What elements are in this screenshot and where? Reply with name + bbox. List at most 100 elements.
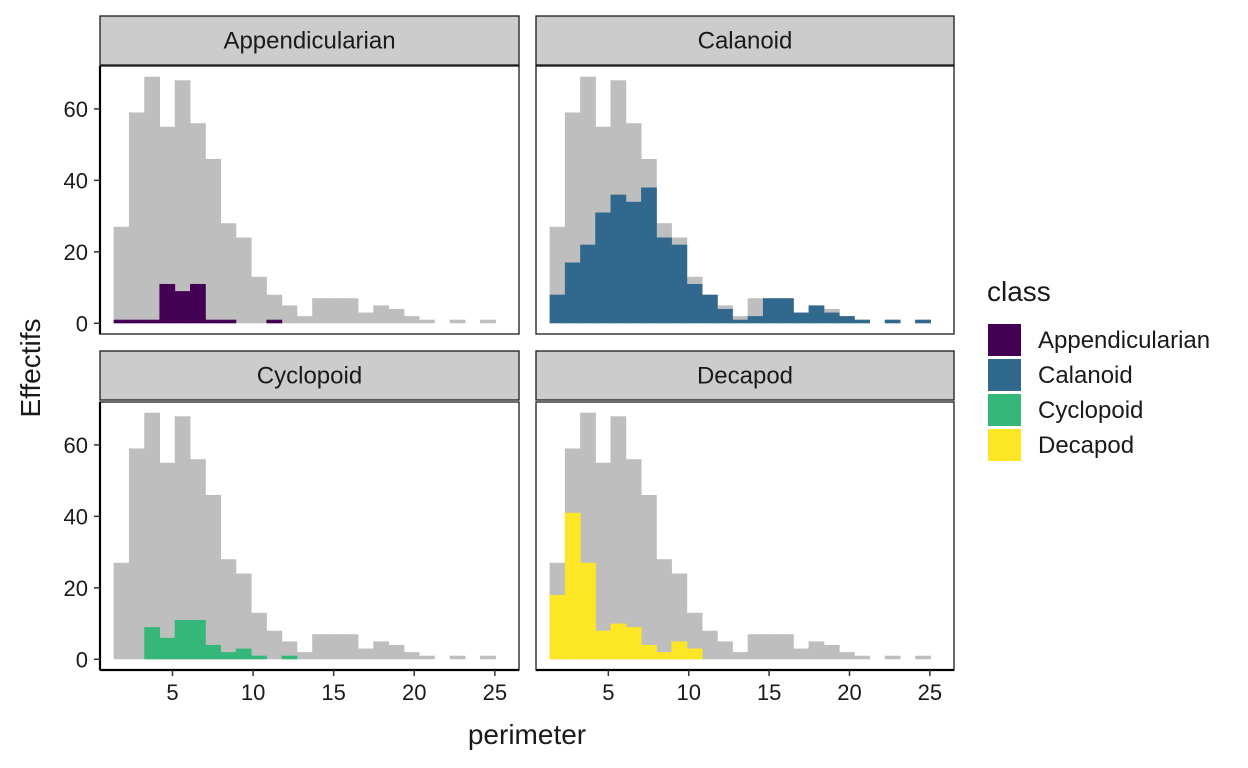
background-bar [281,305,298,324]
background-bar [235,237,252,324]
bars-appendicularian [113,76,496,324]
bar-cyclopoid [251,655,267,660]
background-bar [373,305,390,324]
background-bar [327,298,344,324]
bar-decapod [641,644,657,660]
background-bar [449,319,466,324]
background-bar [480,319,496,324]
bar-calanoid [580,244,596,324]
bar-calanoid [671,244,688,324]
background-bar [296,316,313,324]
background-bar [266,294,283,324]
y-tick-label: 20 [64,240,88,265]
background-bar [327,634,344,660]
bar-calanoid [625,201,642,324]
y-tick-label: 0 [76,311,88,336]
strip-label-appendicularian: Appendicularian [223,28,395,55]
background-bar [854,655,870,660]
bar-calanoid [823,312,840,324]
background-bar [235,573,252,660]
bar-calanoid [686,283,703,324]
bar-decapod [625,627,642,660]
bar-calanoid [793,312,810,324]
background-bar [144,76,161,324]
bar-calanoid [610,194,627,324]
background-bar [610,416,627,660]
background-bar [595,462,611,660]
bars-decapod [549,412,931,660]
x-tick-label: 25 [483,680,507,705]
background-bar [174,80,191,324]
panel-appendicularian: Appendicularian [99,15,520,335]
bar-cyclopoid [220,652,237,660]
bar-cyclopoid [235,648,252,660]
strip-label-decapod: Decapod [697,363,793,390]
background-bar [717,641,733,660]
x-tick-label: 5 [602,680,614,705]
background-bar [808,641,825,660]
legend-label-cyclopoid: Cyclopoid [1038,397,1143,424]
y-tick-label: 40 [64,168,88,193]
background-bar [342,634,359,660]
legend-title: class [987,276,1051,307]
bar-calanoid [641,187,657,324]
background-bar [113,226,130,324]
strip-label-calanoid: Calanoid [698,28,793,55]
x-tick-label: 5 [166,680,178,705]
bar-calanoid [778,298,794,324]
bar-decapod [686,648,703,660]
background-bar [312,298,328,324]
panel-calanoid: Calanoid [535,15,955,335]
background-bar [419,655,435,660]
bar-appendicularian [220,319,237,324]
bar-calanoid [656,237,672,324]
background-bar [128,112,145,324]
background-bar [296,652,313,660]
background-bar [281,641,298,660]
x-tick-label: 20 [402,680,426,705]
y-tick-label: 0 [76,647,88,672]
bar-cyclopoid [281,655,298,660]
x-axis-title: perimeter [468,719,586,750]
background-bar [220,559,237,660]
legend-label-decapod: Decapod [1038,432,1134,459]
bar-calanoid [702,294,718,324]
bar-calanoid [854,319,870,324]
background-bar [838,652,855,660]
bars-calanoid [549,76,931,324]
background-bar [128,448,145,660]
bar-decapod [610,623,627,660]
bar-calanoid [915,319,931,324]
legend-key-cyclopoid [988,394,1021,426]
background-bar [205,158,222,324]
strip-appendicularian [99,15,520,66]
bar-decapod [580,562,596,660]
panel-cyclopoid: Cyclopoid [99,350,520,671]
strip-cyclopoid [99,350,520,401]
bar-decapod [671,641,688,660]
background-bar [312,634,328,660]
y-tick-label: 20 [64,576,88,601]
background-bar [159,462,176,660]
legend: class Appendicularian Calanoid Cyclopoid De… [987,276,1210,461]
x-tick-label: 15 [757,680,781,705]
background-bar [174,416,191,660]
bar-decapod [564,512,581,660]
background-bar [823,644,840,660]
background-bar [656,559,672,660]
bar-decapod [549,594,566,660]
background-bar [778,634,794,660]
background-bar [686,612,703,660]
panel-border-calanoid [535,65,955,335]
background-bar [403,652,420,660]
bar-cyclopoid [205,644,222,660]
bar-calanoid [717,308,733,324]
bars-cyclopoid [113,412,496,660]
bar-appendicularian [174,291,191,324]
background-bar [702,630,718,660]
bar-calanoid [838,316,855,324]
legend-key-decapod [988,429,1021,461]
bar-decapod [656,652,672,660]
background-bar [342,298,359,324]
